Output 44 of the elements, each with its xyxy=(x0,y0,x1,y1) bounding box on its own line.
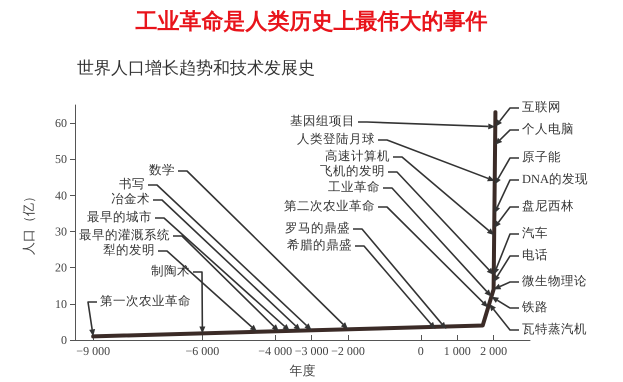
annotation: 铁路 xyxy=(521,300,548,314)
y-tick-label: 60 xyxy=(55,116,67,130)
y-tick-label: 50 xyxy=(55,152,67,166)
y-axis-title: 人口（亿） xyxy=(21,190,36,255)
annotation: 希腊的鼎盛 xyxy=(287,238,352,252)
annotation: 互联网 xyxy=(522,100,561,114)
annotation: 电话 xyxy=(522,248,548,262)
annotation: 工业革命 xyxy=(328,180,380,194)
y-tick-label: 0 xyxy=(61,333,67,347)
x-tick-label: −4 000 xyxy=(258,344,292,358)
x-tick-label: −9 000 xyxy=(76,344,110,358)
x-tick-label: −6 000 xyxy=(186,344,220,358)
chart-title: 工业革命是人类历史上最伟大的事件 xyxy=(134,10,488,34)
x-tick-label: 0 xyxy=(418,344,424,358)
x-tick-label: −2 000 xyxy=(331,344,365,358)
x-axis-title: 年度 xyxy=(290,363,316,378)
annotation: 第二次农业革命 xyxy=(284,198,375,213)
chart-subtitle: 世界人口增长趋势和技术发展史 xyxy=(77,58,315,78)
annotation: 原子能 xyxy=(522,150,561,164)
annotation: 汽车 xyxy=(522,226,548,240)
annotation: 第一次农业革命 xyxy=(100,294,191,308)
annotation: DNA的发现 xyxy=(522,172,588,186)
x-tick-label: 1 000 xyxy=(444,344,471,358)
annotation: 冶金术 xyxy=(111,192,150,206)
annotation: 个人电脑 xyxy=(522,122,574,136)
x-tick-label: −3 000 xyxy=(294,344,328,358)
annotation: 微生物理论 xyxy=(522,274,587,288)
annotation: 瓦特蒸汽机 xyxy=(522,322,587,336)
y-tick-label: 10 xyxy=(55,296,67,311)
annotation: 基因组项目 xyxy=(290,114,355,128)
y-tick-label: 20 xyxy=(55,260,67,275)
y-tick-label: 40 xyxy=(55,188,67,202)
x-tick-label: 2 000 xyxy=(480,344,508,358)
annotation: 最早的灌溉系统 xyxy=(79,228,170,242)
annotation: 数学 xyxy=(149,162,175,177)
annotation: 高速计算机 xyxy=(325,148,390,163)
annotation: 盘尼西林 xyxy=(522,198,574,213)
y-tick-label: 30 xyxy=(55,224,67,239)
annotation: 飞机的发明 xyxy=(320,164,385,178)
annotation: 罗马的鼎盛 xyxy=(285,220,350,235)
annotation: 书写 xyxy=(119,176,145,191)
annotation: 犁的发明 xyxy=(103,242,155,257)
annotation: 人类登陆月球 xyxy=(297,132,375,146)
annotation: 最早的城市 xyxy=(87,210,152,224)
